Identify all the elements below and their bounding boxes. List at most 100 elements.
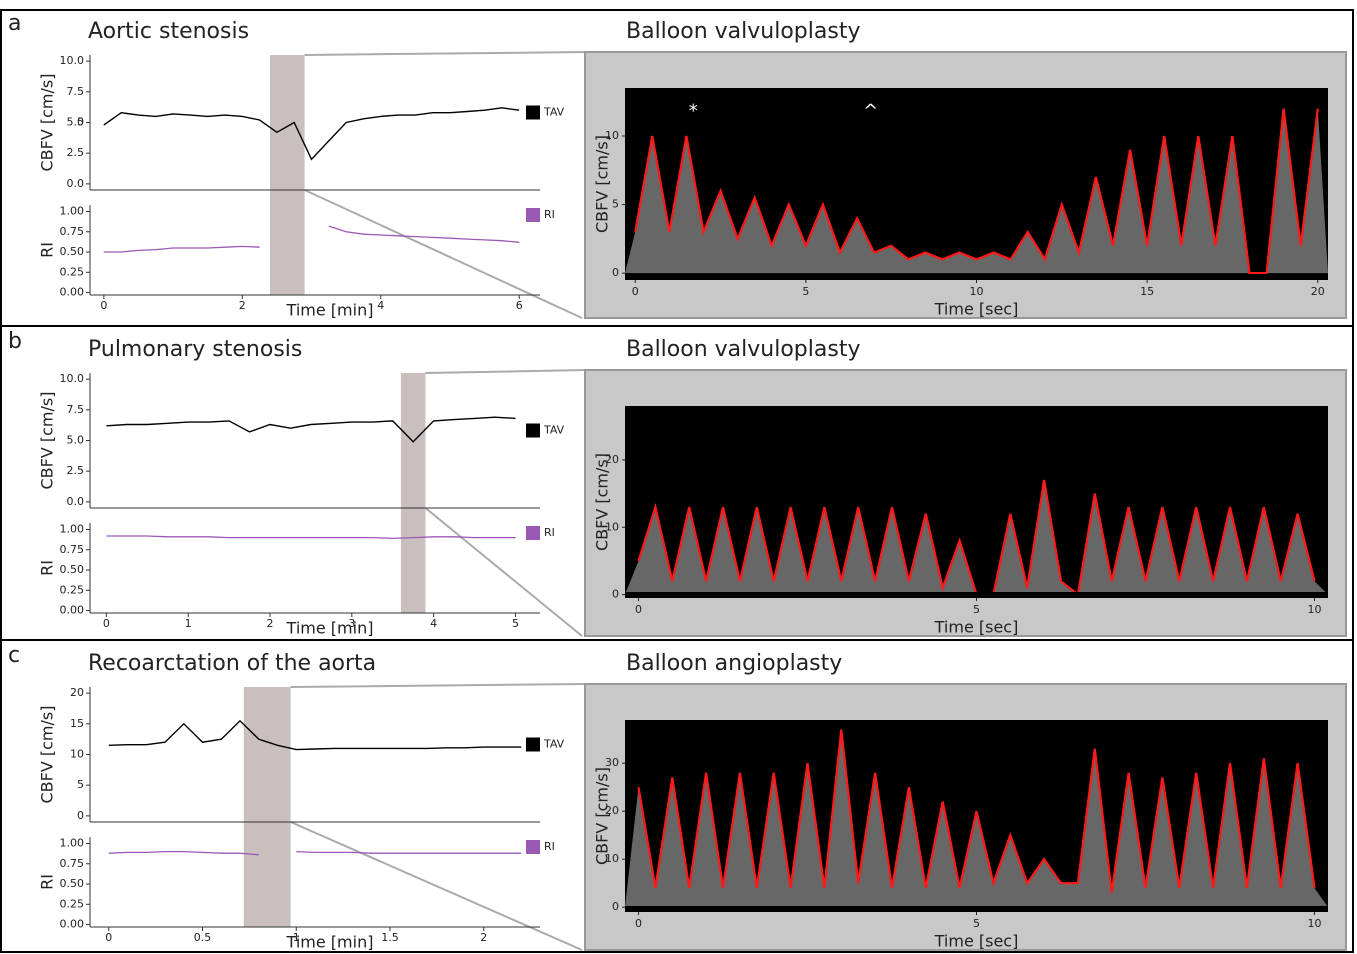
panel-letter: a: [8, 11, 21, 36]
zoom-connector: [425, 508, 582, 636]
y-tick-label: 2.5: [67, 146, 85, 159]
chart-title: Pulmonary stenosis: [88, 337, 302, 362]
chart-title: Balloon valvuloplasty: [626, 337, 860, 362]
y2-tick-label: 0.25: [60, 897, 85, 910]
x-tick-label: 10: [1307, 603, 1321, 616]
series-line: [109, 852, 522, 855]
x-tick-label: 5: [512, 617, 519, 630]
y-tick-label: 5: [77, 778, 84, 791]
chart-title: Aortic stenosis: [88, 19, 249, 44]
zoom-connector: [425, 370, 586, 373]
legend-label: RI: [544, 526, 555, 539]
annotation: *: [689, 100, 698, 121]
chart-title: Balloon valvuloplasty: [626, 19, 860, 44]
y2-tick-label: 0.75: [60, 543, 85, 556]
baseline-strip: [625, 592, 1328, 598]
y-axis-label: CBFV [cm/s]: [593, 767, 612, 865]
series-line: [104, 108, 519, 160]
x-tick-label: 0: [632, 285, 639, 298]
y2-tick-label: 0.25: [60, 265, 85, 278]
y2-tick-label: 0.50: [60, 245, 85, 258]
x-tick-label: 0.5: [194, 931, 212, 944]
y2-axis-label: RI: [38, 560, 57, 576]
legend-swatch: [526, 106, 540, 120]
y-tick-label: 0.0: [67, 177, 85, 190]
y2-tick-label: 1.00: [60, 836, 85, 849]
legend-label: TAV: [543, 106, 565, 119]
y-tick-label: 10: [70, 748, 84, 761]
y2-tick-label: 0.50: [60, 563, 85, 576]
legend-label: TAV: [543, 424, 565, 437]
series-line: [104, 226, 519, 252]
y2-axis-label: RI: [38, 874, 57, 890]
series-line: [106, 536, 515, 538]
highlight-window: [401, 373, 426, 613]
x-tick-label: 0: [103, 617, 110, 630]
y-axis-label: CBFV [cm/s]: [593, 453, 612, 551]
legend-swatch: [526, 526, 540, 540]
y-tick-label: 5: [612, 198, 619, 211]
panel-letter: b: [8, 329, 22, 354]
baseline-strip: [625, 906, 1328, 912]
zoom-connector: [305, 52, 586, 55]
y2-tick-label: 1.00: [60, 522, 85, 535]
legend-label: RI: [544, 840, 555, 853]
x-axis-label: Time [sec]: [934, 932, 1019, 951]
y-tick-label: 15: [70, 717, 84, 730]
chart-title: Recoarctation of the aorta: [88, 651, 376, 676]
series-line: [109, 721, 522, 750]
y-tick-label: 0.0: [67, 495, 85, 508]
figure: aAortic stenosis0.02.555.07.510.00.000.2…: [0, 0, 1357, 954]
x-tick-label: 10: [970, 285, 984, 298]
legend-label: TAV: [543, 738, 565, 751]
y2-tick-label: 0.50: [60, 877, 85, 890]
x-tick-label: 0: [105, 931, 112, 944]
y2-tick-label: 0.00: [60, 286, 85, 299]
y-axis-label: CBFV [cm/s]: [38, 706, 57, 804]
x-tick-label: 0: [635, 603, 642, 616]
y-axis-label: CBFV [cm/s]: [38, 392, 57, 490]
x-tick-label: 4: [430, 617, 437, 630]
baseline-strip: [625, 274, 1328, 280]
y2-tick-label: 1.00: [60, 204, 85, 217]
y-tick-label: 5.0: [67, 116, 85, 129]
y-tick-label: 7.5: [67, 403, 85, 416]
y2-tick-label: 0.75: [60, 225, 85, 238]
y-tick-label: 0: [77, 809, 84, 822]
x-axis-label: Time [sec]: [934, 300, 1019, 319]
chart-title: Balloon angioplasty: [626, 651, 842, 676]
y2-axis-label: RI: [38, 242, 57, 258]
y2-tick-label: 0.00: [60, 918, 85, 931]
x-tick-label: 6: [516, 299, 523, 312]
y-tick-label: 20: [70, 686, 84, 699]
x-tick-label: 5: [973, 917, 980, 930]
x-tick-label: 0: [635, 917, 642, 930]
legend-swatch: [526, 738, 540, 752]
x-axis-label: Time [min]: [286, 933, 374, 952]
x-axis-label: Time [sec]: [934, 618, 1019, 637]
y-tick-label: 0: [612, 588, 619, 601]
y2-tick-label: 0.00: [60, 604, 85, 617]
y-tick-label: 10.0: [60, 54, 85, 67]
x-tick-label: 1.5: [381, 931, 399, 944]
y-axis-label: CBFV [cm/s]: [593, 135, 612, 233]
x-axis-label: Time [min]: [286, 619, 374, 638]
y2-tick-label: 0.75: [60, 857, 85, 870]
y-tick-label: 10.0: [60, 372, 85, 385]
x-tick-label: 4: [377, 299, 384, 312]
x-tick-label: 10: [1307, 917, 1321, 930]
x-tick-label: 5: [973, 603, 980, 616]
zoom-connector: [305, 190, 582, 318]
x-tick-label: 2: [239, 299, 246, 312]
highlight-window: [270, 55, 305, 295]
legend-swatch: [526, 208, 540, 222]
panel-letter: c: [8, 643, 20, 668]
x-axis-label: Time [min]: [286, 301, 374, 320]
legend-swatch: [526, 840, 540, 854]
series-line: [106, 417, 515, 442]
x-tick-label: 1: [185, 617, 192, 630]
x-tick-label: 5: [802, 285, 809, 298]
x-tick-label: 2: [480, 931, 487, 944]
y-tick-label: 7.5: [67, 85, 85, 98]
x-tick-label: 0: [100, 299, 107, 312]
